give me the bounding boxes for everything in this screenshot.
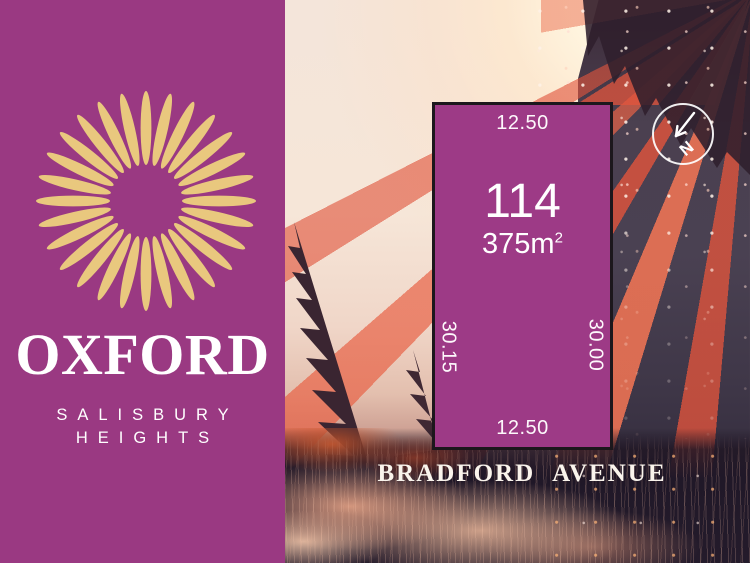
- sunburst-ray: [140, 91, 152, 165]
- sunburst-ray: [119, 236, 140, 309]
- street-label: BRADFORD AVENUE: [372, 460, 672, 488]
- sunburst-ray: [46, 215, 114, 250]
- sunburst-ray: [38, 174, 111, 195]
- compass-circle: [652, 103, 714, 165]
- sunburst-ray: [173, 132, 233, 179]
- brand-panel: OXFORD SALISBURY HEIGHTS: [0, 0, 285, 563]
- lot-area-value: 375m: [482, 228, 555, 260]
- sunburst-ray: [182, 195, 256, 207]
- compass-arrow: [674, 111, 696, 138]
- sunburst-ray: [160, 101, 195, 169]
- brand-subtitle-line1: SALISBURY: [56, 406, 239, 424]
- brand-title: OXFORD: [15, 322, 270, 387]
- sunburst-ray: [181, 174, 254, 195]
- sunburst-ray: [152, 236, 173, 309]
- sunburst-ray: [178, 215, 246, 250]
- sunburst-logo-icon: [36, 91, 256, 311]
- sunburst-ray: [168, 114, 215, 174]
- sunburst-ray: [97, 101, 132, 169]
- sunburst-ray: [178, 152, 246, 187]
- sunburst-ray: [168, 228, 215, 288]
- street-word-1: BRADFORD: [377, 460, 536, 487]
- lot-dimension-top: 12.50: [496, 112, 549, 134]
- lot-dimension-bottom: 12.50: [496, 417, 549, 439]
- sunburst-ray: [119, 93, 140, 166]
- sunburst-ray: [181, 207, 254, 228]
- sunburst-ray: [36, 195, 110, 207]
- sunburst-ray: [77, 114, 124, 174]
- lot-dimension-left: 30.15: [437, 320, 460, 374]
- sunburst-ray: [173, 223, 233, 270]
- sunburst-ray: [46, 152, 114, 187]
- sunburst-ray: [97, 233, 132, 301]
- sunburst-ray: [140, 237, 152, 311]
- lot-plan: 12.50 30.15 30.00 12.50 114 375m2: [432, 102, 613, 450]
- sunburst-ray: [152, 93, 173, 166]
- sunburst-ray: [160, 233, 195, 301]
- sunburst-ray: [59, 223, 119, 270]
- north-compass-icon: N: [652, 103, 714, 165]
- sunburst-ray: [59, 132, 119, 179]
- sunburst-ray: [38, 207, 111, 228]
- lot-area: 375m2: [435, 229, 610, 259]
- lot-area-superscript: 2: [554, 229, 563, 247]
- lot-dimension-right: 30.00: [584, 318, 607, 372]
- sunburst-ray: [77, 228, 124, 288]
- brand-subtitle-line2: HEIGHTS: [75, 429, 220, 447]
- street-word-2: AVENUE: [552, 460, 667, 487]
- lot-number: 114: [484, 175, 561, 228]
- compass-north-label: N: [676, 137, 698, 159]
- grass-speckles: [540, 443, 750, 563]
